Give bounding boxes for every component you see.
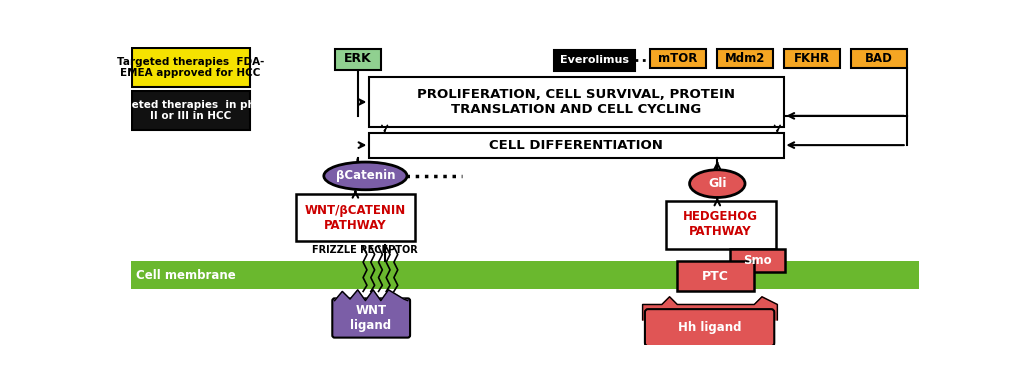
Text: WNT/βCATENIN
PATHWAY: WNT/βCATENIN PATHWAY <box>305 203 407 232</box>
Text: Smo: Smo <box>743 254 772 267</box>
Polygon shape <box>643 297 777 320</box>
Text: HEDGEHOG
PATHWAY: HEDGEHOG PATHWAY <box>683 210 758 239</box>
FancyBboxPatch shape <box>645 309 774 346</box>
Text: Targeted therapies  FDA-
EMEA approved for HCC: Targeted therapies FDA- EMEA approved fo… <box>117 57 264 78</box>
FancyBboxPatch shape <box>296 194 416 241</box>
Polygon shape <box>335 290 408 301</box>
FancyBboxPatch shape <box>370 77 783 127</box>
Text: CELL DIFFERENTIATION: CELL DIFFERENTIATION <box>489 139 664 152</box>
FancyBboxPatch shape <box>650 49 706 68</box>
Text: βCatenin: βCatenin <box>336 170 395 182</box>
Text: Cell membrane: Cell membrane <box>136 269 236 282</box>
FancyBboxPatch shape <box>730 249 785 272</box>
Text: Targeted therapies  in phase
II or III in HCC: Targeted therapies in phase II or III in… <box>106 100 275 121</box>
Text: Gli: Gli <box>708 177 727 190</box>
Text: PTC: PTC <box>702 270 729 282</box>
FancyBboxPatch shape <box>132 91 250 130</box>
Text: FKHR: FKHR <box>794 52 830 65</box>
Text: Hh ligand: Hh ligand <box>678 321 741 334</box>
FancyBboxPatch shape <box>717 49 773 68</box>
Text: BAD: BAD <box>865 52 893 65</box>
Text: Everolimus: Everolimus <box>559 55 629 66</box>
Text: PROLIFERATION, CELL SURVIVAL, PROTEIN
TRANSLATION AND CELL CYCLING: PROLIFERATION, CELL SURVIVAL, PROTEIN TR… <box>418 88 735 116</box>
FancyBboxPatch shape <box>554 50 635 71</box>
Ellipse shape <box>689 170 745 197</box>
Text: WNT
ligand: WNT ligand <box>350 303 391 332</box>
FancyBboxPatch shape <box>132 48 250 87</box>
Text: FRIZZLE RECEPTOR: FRIZZLE RECEPTOR <box>311 245 417 255</box>
FancyBboxPatch shape <box>335 49 381 70</box>
FancyBboxPatch shape <box>333 298 410 338</box>
Text: Mdm2: Mdm2 <box>725 52 765 65</box>
FancyBboxPatch shape <box>131 261 920 289</box>
Text: mTOR: mTOR <box>658 52 697 65</box>
FancyBboxPatch shape <box>784 49 840 68</box>
FancyBboxPatch shape <box>851 49 906 68</box>
FancyBboxPatch shape <box>666 201 776 249</box>
FancyBboxPatch shape <box>677 261 755 291</box>
FancyBboxPatch shape <box>370 133 783 158</box>
Text: ERK: ERK <box>344 52 372 66</box>
Ellipse shape <box>324 162 407 190</box>
